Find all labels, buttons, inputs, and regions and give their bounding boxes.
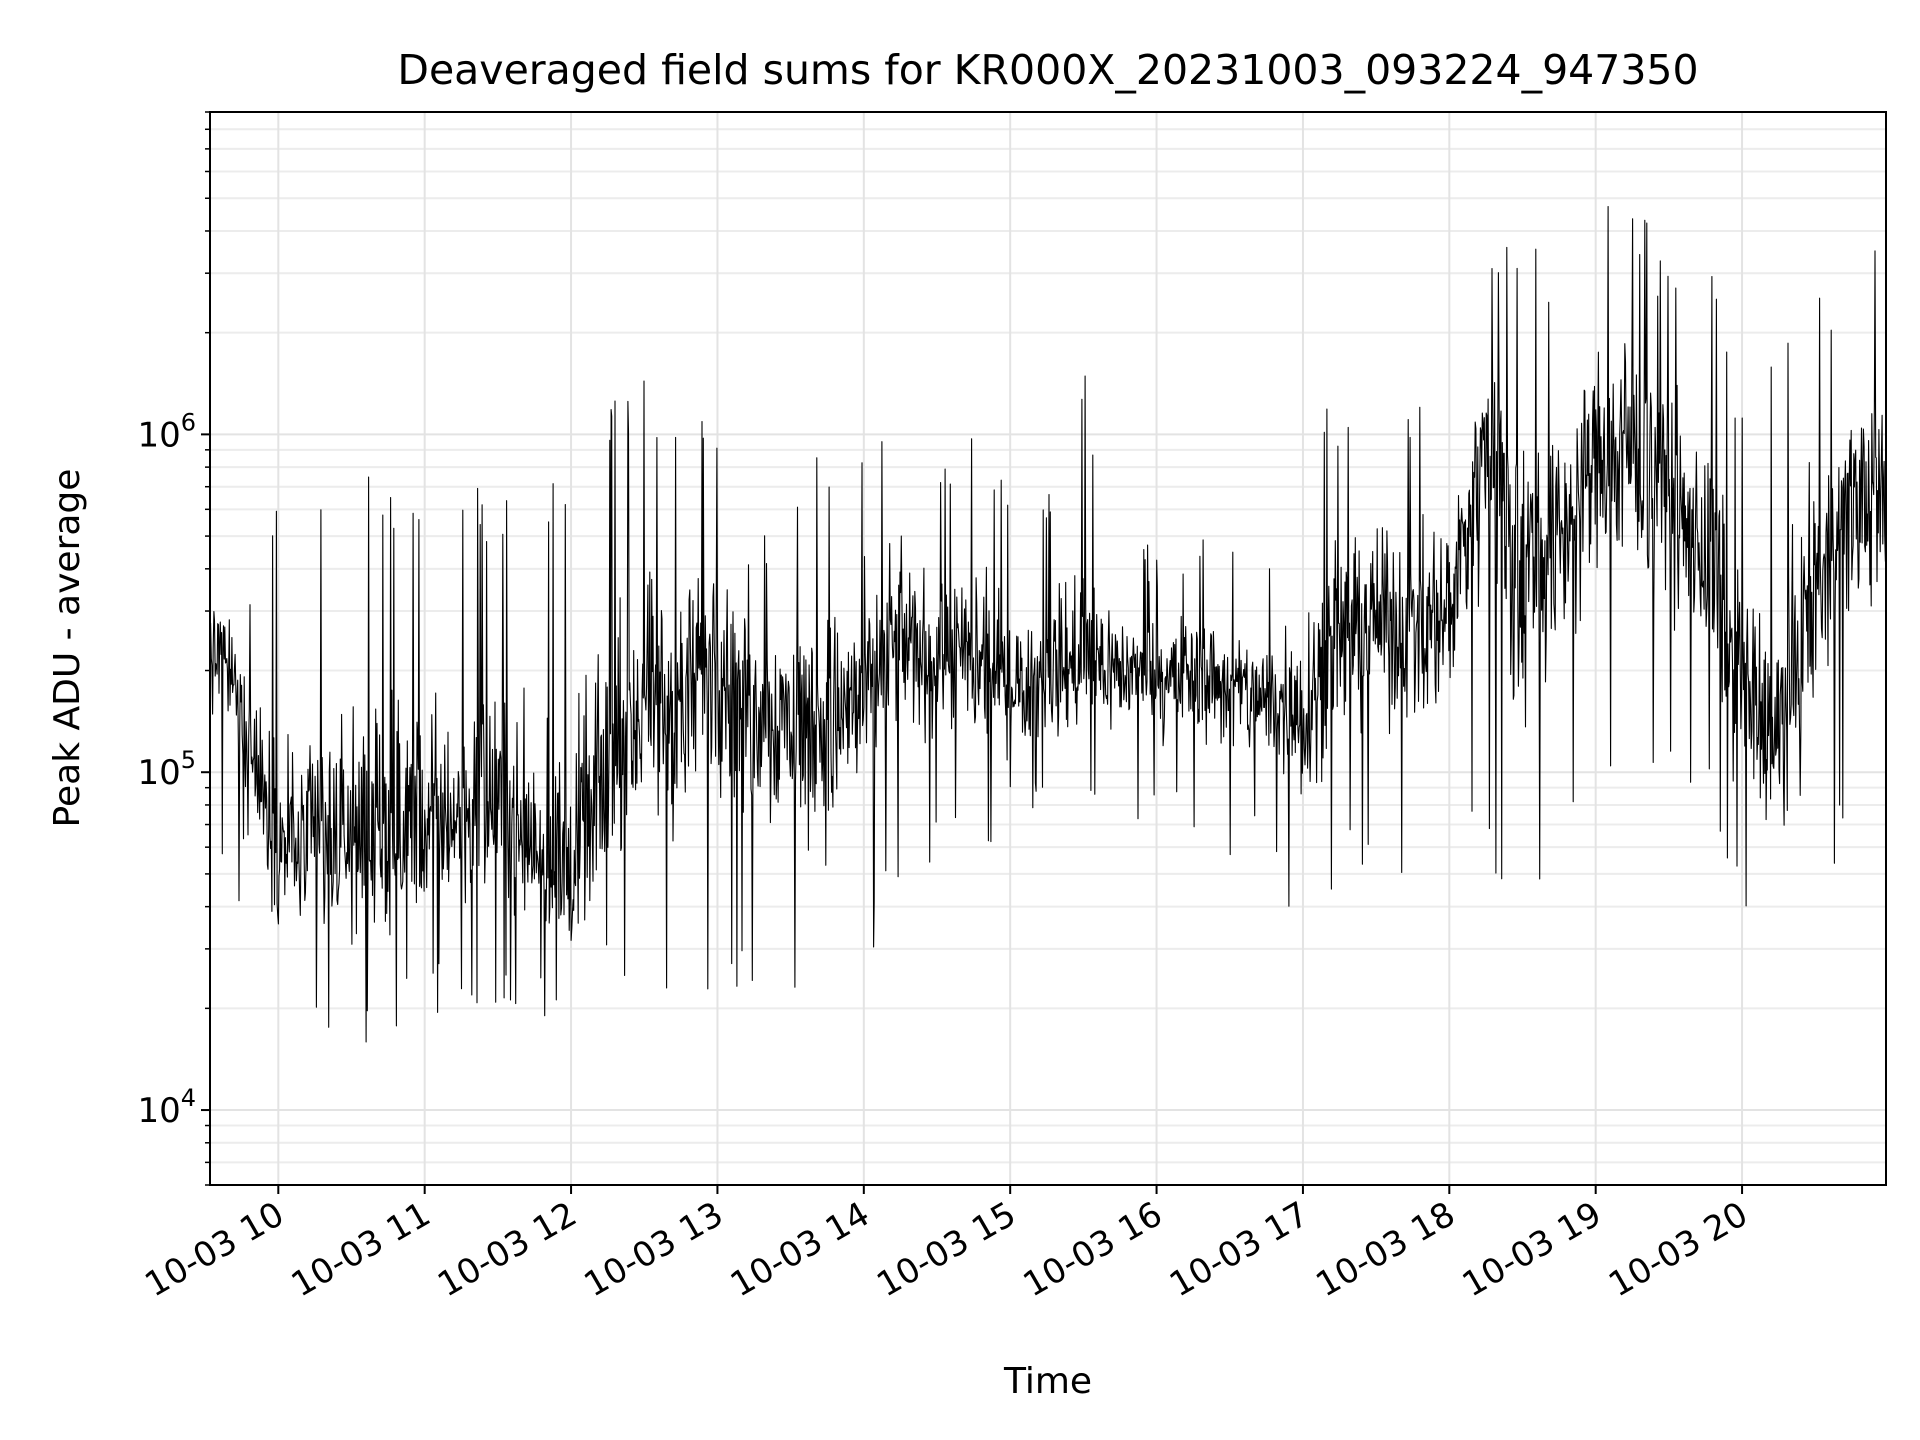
y-tick-label: 104 bbox=[137, 1084, 196, 1131]
x-tick-label: 10-03 20 bbox=[1602, 1194, 1754, 1305]
x-tick-label: 10-03 11 bbox=[285, 1194, 437, 1305]
y-axis-ticks: 104 105 106 bbox=[137, 111, 210, 1186]
x-tick-label: 10-03 14 bbox=[724, 1194, 876, 1305]
x-tick-label: 10-03 10 bbox=[138, 1194, 290, 1305]
x-tick-label: 10-03 15 bbox=[870, 1194, 1022, 1305]
x-tick-label: 10-03 13 bbox=[578, 1194, 730, 1305]
series-line bbox=[209, 205, 1887, 1043]
chart-title: Deaveraged field sums for KR000X_2023100… bbox=[397, 46, 1698, 94]
x-tick-label: 10-03 16 bbox=[1017, 1194, 1169, 1305]
x-tick-label: 10-03 17 bbox=[1163, 1194, 1315, 1305]
x-tick-label: 10-03 19 bbox=[1456, 1194, 1608, 1305]
series-line-group bbox=[209, 205, 1887, 1043]
x-tick-label: 10-03 18 bbox=[1309, 1194, 1461, 1305]
y-tick-label: 106 bbox=[137, 408, 196, 455]
x-axis-label: Time bbox=[1003, 1361, 1092, 1402]
plot-area-frame bbox=[209, 111, 1887, 1186]
y-tick-label: 105 bbox=[137, 746, 196, 793]
x-tick-label: 10-03 12 bbox=[431, 1194, 583, 1305]
y-axis-label: Peak ADU - average bbox=[47, 469, 88, 828]
